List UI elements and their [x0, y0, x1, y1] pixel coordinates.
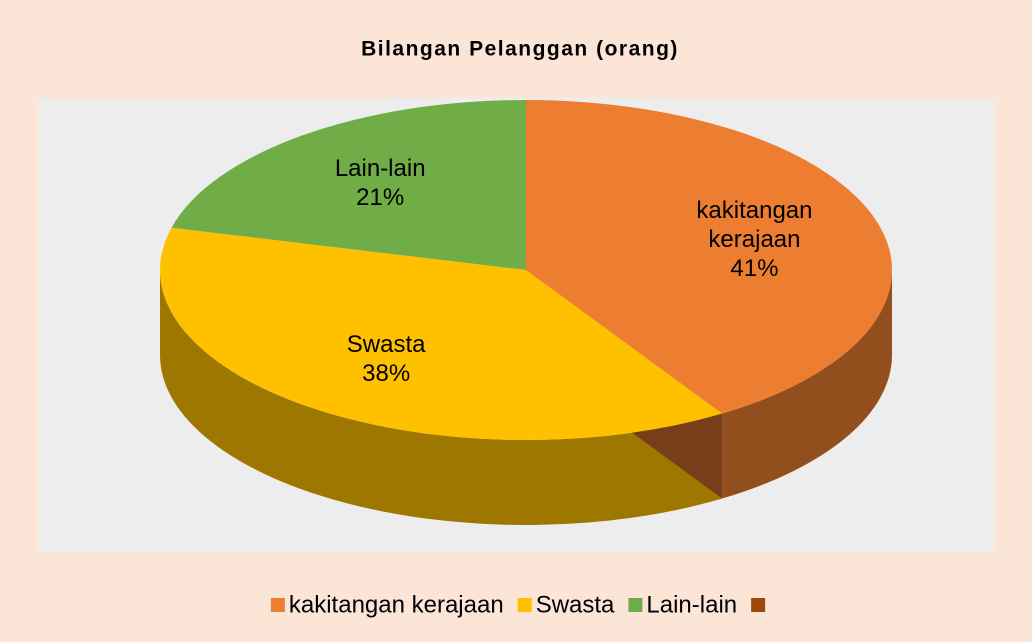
label-value: 21%	[356, 183, 405, 211]
label-value: 41%	[730, 254, 779, 282]
data-label-text: Swasta 38%	[306, 309, 466, 409]
legend-label: Swasta	[536, 591, 615, 618]
legend-swatch	[751, 598, 766, 612]
data-label-text: Lain-lain 21%	[300, 133, 460, 233]
legend-label: Lain-lain	[646, 591, 737, 618]
slice-side	[722, 270, 892, 499]
slice	[171, 100, 526, 270]
legend-swatch	[628, 598, 643, 612]
slice-side	[160, 270, 723, 525]
label-value: 38%	[362, 360, 411, 388]
chart-title: Bilangan Pelanggan (orang)	[361, 38, 679, 61]
label-category: kakitangan kerajaan	[696, 196, 813, 253]
label-category: Swasta	[346, 331, 426, 359]
legend-swatch	[270, 598, 285, 612]
legend-label: kakitangan kerajaan	[289, 591, 504, 618]
label-category: Lain-lain	[334, 154, 426, 182]
slice	[526, 100, 892, 414]
legend-swatch	[517, 598, 532, 612]
slice	[159, 227, 723, 441]
data-label-text: kakitangan kerajaan 41%	[674, 189, 834, 289]
legend: kakitangan kerajaan Swasta Lain-lain	[270, 591, 766, 618]
